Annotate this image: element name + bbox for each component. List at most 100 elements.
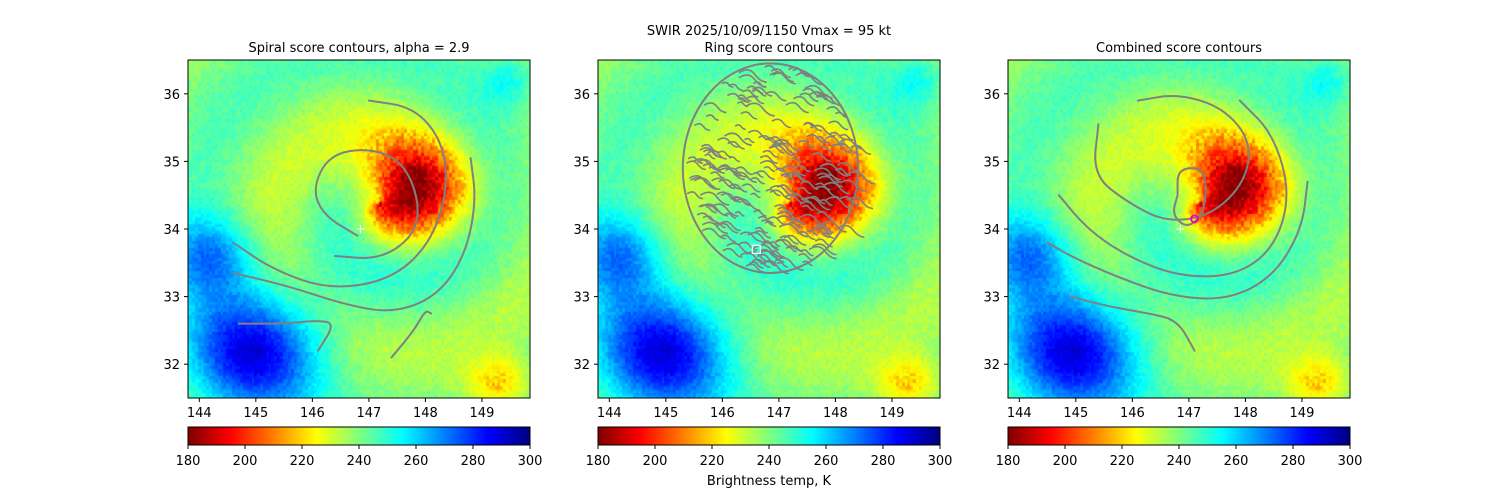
ring-contour-segment	[820, 145, 833, 153]
ring-contour-segment	[783, 234, 807, 246]
ring-contour-segment	[689, 175, 715, 188]
ring-contour-segment	[687, 191, 704, 200]
ring-contour-segment	[798, 139, 815, 149]
colorbar-tick-label: 180	[176, 454, 201, 469]
ring-contour-segment	[741, 183, 761, 193]
ring-contour-segment	[792, 193, 808, 202]
x-tick-label: 144	[187, 406, 212, 421]
ring-contour-segment	[745, 102, 776, 117]
ring-contour-segment	[791, 156, 803, 163]
ring-contour-segment	[734, 124, 746, 131]
ring-contour-segment	[762, 149, 779, 159]
ring-contour-segment	[702, 221, 729, 235]
x-tick-label: 149	[1290, 406, 1315, 421]
ring-contour-segment	[769, 185, 796, 198]
ring-contour-segment	[751, 258, 771, 268]
ring-contour-segment	[810, 228, 831, 238]
ring-contour-segment	[847, 196, 874, 210]
y-tick-label: 36	[163, 88, 180, 103]
ring-contour-segment	[764, 137, 782, 146]
ring-contour-segment	[840, 179, 867, 192]
y-tick-label: 33	[983, 291, 1000, 306]
colorbar-tick-label: 240	[1167, 454, 1192, 469]
ring-contour-segment	[821, 232, 835, 239]
panel-1: Spiral score contours, alpha = 2.9 144 145…	[163, 41, 542, 469]
ring-contour-segment	[769, 250, 785, 258]
colorbar-tick-label: 240	[347, 454, 372, 469]
ring-contour-segment	[799, 92, 819, 103]
ring-contour-segment	[757, 215, 774, 224]
ring-contour-segment	[727, 140, 745, 150]
ring-contour-segment	[824, 174, 843, 183]
ring-contour-segment	[727, 92, 747, 103]
colorbar	[597, 426, 941, 446]
ring-contour-segment	[737, 101, 749, 108]
ring-contour-segment	[782, 165, 807, 177]
ring-contour-segment	[806, 229, 819, 236]
ring-contour-segment	[797, 187, 812, 195]
y-tick-label: 34	[573, 223, 590, 238]
ring-contour-segment	[761, 219, 774, 226]
ring-contour-segment	[829, 131, 847, 141]
ring-contour-segment	[764, 64, 781, 73]
contour-line-4	[237, 320, 332, 352]
ring-contour-segment	[703, 149, 720, 158]
ring-contour-segment	[710, 203, 739, 217]
ring-contour-segment	[750, 192, 761, 199]
ring-contour-segment	[722, 247, 743, 258]
panel-title: Ring score contours	[704, 41, 833, 56]
y-tick-label: 34	[983, 223, 1000, 238]
ring-contour-segment	[701, 143, 720, 153]
ring-contour-segment	[755, 170, 776, 180]
ring-contour-segment	[791, 173, 808, 182]
figure-suptitle: SWIR 2025/10/09/1150 Vmax = 95 kt	[647, 24, 891, 39]
ring-contour-segment	[728, 83, 744, 92]
ring-contour-segment	[814, 238, 833, 248]
ring-contour-segment	[828, 120, 849, 131]
ring-contour-segment	[785, 246, 797, 253]
ring-contour-segment	[771, 118, 792, 129]
ring-contour-segment	[718, 178, 742, 190]
ring-contour-segment	[810, 124, 836, 137]
x-tick-label: 144	[1007, 406, 1032, 421]
ring-contour-segment	[719, 164, 737, 173]
ring-contour-segment	[816, 93, 843, 107]
ring-contour-segment	[800, 180, 819, 190]
ring-contour-segment	[802, 196, 831, 211]
ring-contour-segment	[799, 249, 814, 257]
ring-contour-segment	[752, 172, 764, 178]
colorbar-tick-label: 200	[1053, 454, 1078, 469]
ring-contour-segment	[819, 163, 849, 177]
ring-contour-segment	[813, 185, 840, 199]
ring-contour-segment	[788, 66, 811, 78]
ring-contour-segment	[769, 189, 792, 200]
ring-contour-segment	[734, 198, 761, 211]
contour-line-1	[1173, 167, 1207, 226]
panel-2: Ring score contours 144 145 146 147 148 149 32 3…	[573, 41, 952, 469]
ring-contour-segment	[815, 136, 830, 144]
ring-contour-segment	[818, 175, 844, 188]
y-tick-label: 35	[163, 155, 180, 170]
x-tick-label: 148	[823, 406, 848, 421]
ring-contour-segment	[776, 211, 805, 225]
ring-contour-segment	[835, 111, 848, 119]
ring-contour-segment	[730, 196, 751, 207]
ring-contour-segment	[724, 132, 752, 146]
ring-contour-segment	[724, 212, 737, 219]
ring-contour-segment	[738, 97, 750, 104]
ring-contour-segment	[804, 121, 815, 128]
ring-contour-segment	[839, 196, 860, 206]
ring-contour-segment	[816, 211, 834, 220]
ring-contour-segment	[769, 241, 781, 247]
ring-contour-segment	[777, 206, 793, 215]
ring-contour-segment	[760, 260, 790, 275]
ring-contour-segment	[753, 209, 767, 217]
x-tick-label: 149	[880, 406, 905, 421]
ring-contour-segment	[792, 68, 810, 77]
ring-contour-segment	[799, 213, 827, 227]
contour-line-3	[1057, 99, 1288, 278]
x-tick-label: 146	[300, 406, 325, 421]
ring-contour-segment	[799, 201, 824, 213]
ring-contour-segment	[754, 230, 772, 239]
